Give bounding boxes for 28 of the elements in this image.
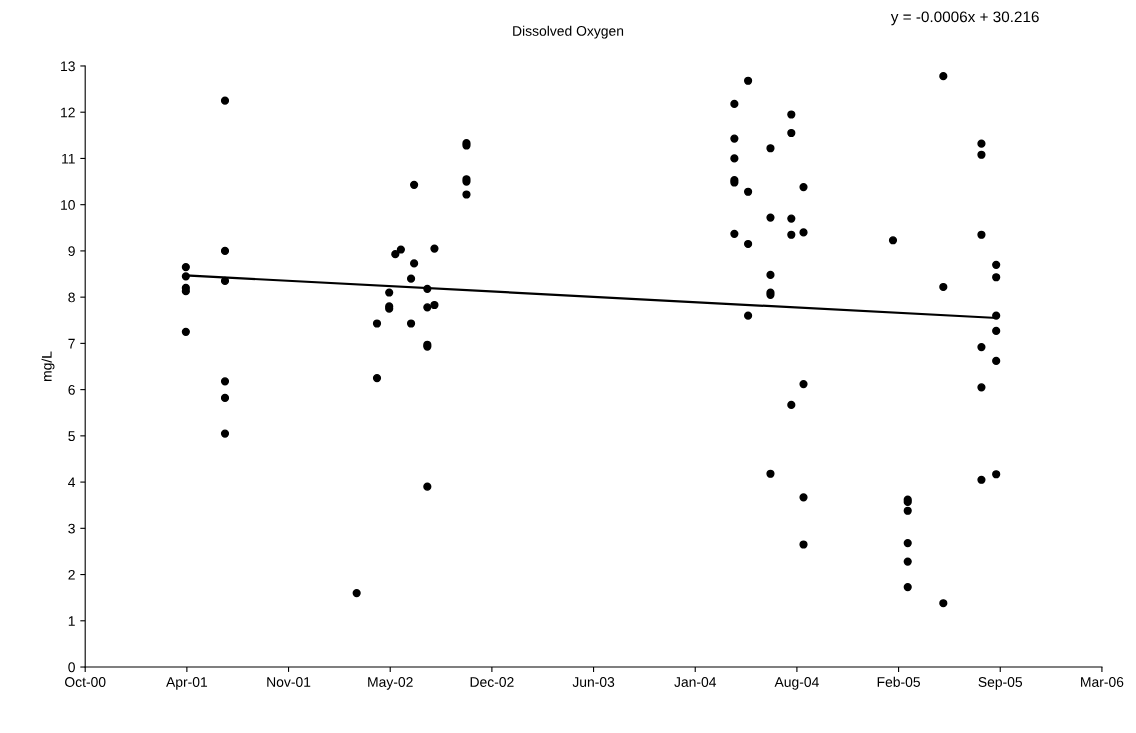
x-tick-label: Sep-05	[978, 677, 1023, 690]
y-tick-label: 7	[68, 338, 75, 349]
x-tick-label: Apr-01	[166, 677, 208, 690]
x-tick-label: Aug-04	[774, 677, 819, 690]
x-tick-label: Dec-02	[470, 677, 514, 687]
y-tick-label: 9	[68, 246, 75, 257]
x-tick-label: Jun-03	[572, 677, 615, 687]
y-tick-label: 0	[68, 662, 75, 673]
y-tick-label: 6	[68, 384, 75, 395]
y-tick-label: 12	[61, 107, 75, 118]
x-tick-label: Jan-04	[674, 677, 717, 687]
y-tick-label: 1	[68, 616, 75, 626]
y-tick-label: 10	[61, 200, 75, 210]
x-tick-label: Nov-01	[267, 677, 311, 687]
text: y = -0.0006x + 30.216	[890, 11, 1039, 26]
y-tick-label: 3	[68, 523, 75, 534]
y-tick-label: 2	[68, 569, 75, 580]
x-tick-label: May-02	[368, 677, 413, 690]
x-tick-label: Feb-05	[877, 676, 920, 687]
y-axis-title: mg/L	[41, 351, 55, 382]
x-tick-label: Oct-00	[65, 677, 106, 687]
y-tick-label: 4	[68, 477, 76, 488]
y-tick-label: 5	[68, 431, 75, 442]
x-tick-label: Mar-06	[1081, 677, 1124, 687]
chart-title: Dissolved Oxygen	[513, 25, 624, 39]
y-tick-label: 13	[61, 61, 75, 72]
y-tick-label: 8	[68, 292, 75, 303]
y-tick-label: 11	[62, 153, 75, 164]
